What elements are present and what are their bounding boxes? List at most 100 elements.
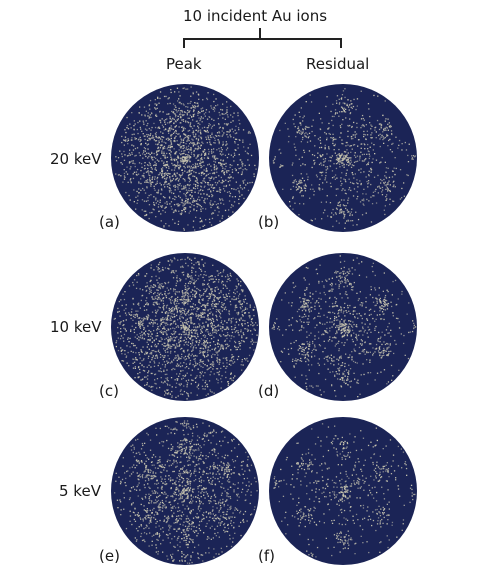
speckle-dot — [248, 312, 250, 314]
speckle-dot — [187, 130, 189, 132]
speckle-dot — [213, 106, 215, 109]
speckle-dot — [150, 166, 152, 169]
speckle-dot — [140, 139, 142, 141]
speckle-dot — [189, 275, 191, 277]
speckle-dot — [148, 329, 150, 332]
speckle-dot — [125, 330, 127, 332]
speckle-dot — [298, 214, 300, 216]
speckle-dot — [302, 306, 305, 308]
speckle-dot — [370, 124, 372, 126]
speckle-dot — [351, 273, 354, 275]
speckle-dot — [298, 158, 300, 160]
speckle-dot — [159, 120, 162, 122]
speckle-dot — [320, 201, 323, 203]
speckle-dot — [348, 104, 350, 106]
speckle-dot — [323, 340, 325, 342]
speckle-dot — [341, 162, 343, 165]
speckle-dot — [370, 313, 372, 316]
speckle-dot — [210, 177, 212, 179]
speckle-dot — [124, 176, 126, 178]
speckle-dot — [166, 170, 169, 172]
speckle-dot — [216, 297, 218, 299]
speckle-dot — [234, 129, 236, 131]
speckle-dot — [208, 195, 210, 197]
speckle-dot — [171, 162, 173, 165]
speckle-dot — [203, 355, 205, 357]
speckle-dot — [187, 394, 189, 396]
speckle-dot — [145, 300, 147, 302]
speckle-dot — [122, 181, 124, 183]
speckle-dot — [156, 182, 158, 184]
speckle-dot — [347, 157, 349, 159]
speckle-dot — [224, 307, 226, 309]
speckle-dot — [148, 174, 150, 176]
speckle-dot — [153, 204, 156, 206]
speckle-dot — [244, 328, 246, 330]
speckle-dot — [143, 135, 145, 137]
speckle-dot — [249, 317, 251, 319]
speckle-dot — [228, 278, 230, 280]
speckle-dot — [197, 127, 200, 129]
speckle-dot — [148, 287, 150, 289]
speckle-dot — [222, 134, 224, 136]
speckle-dot — [240, 173, 243, 176]
speckle-dot — [327, 311, 330, 313]
speckle-dot — [203, 311, 205, 314]
speckle-dot — [174, 303, 176, 305]
speckle-dot — [184, 180, 186, 182]
speckle-dot — [182, 141, 184, 144]
speckle-dot — [147, 181, 150, 184]
speckle-dot — [367, 372, 369, 374]
speckle-dot — [188, 181, 191, 183]
speckle-dot — [334, 144, 336, 147]
speckle-dot — [131, 137, 133, 139]
speckle-dot — [218, 190, 220, 192]
speckle-dot — [208, 279, 210, 281]
speckle-dot — [351, 356, 353, 358]
speckle-dot — [351, 220, 354, 222]
speckle-dot — [204, 154, 206, 156]
speckle-dot — [237, 114, 239, 117]
speckle-dot — [177, 186, 179, 188]
speckle-dot — [158, 340, 161, 342]
speckle-dot — [221, 165, 223, 167]
speckle-dot — [211, 348, 213, 350]
speckle-dot — [138, 324, 140, 326]
speckle-dot — [171, 179, 173, 182]
speckle-dot — [189, 170, 191, 172]
speckle-dot — [207, 188, 209, 191]
speckle-dot — [287, 348, 289, 350]
speckle-dot — [205, 340, 208, 342]
speckle-dot — [165, 181, 168, 183]
speckle-dot — [188, 159, 190, 161]
speckle-dot — [235, 285, 237, 287]
speckle-dot — [167, 139, 169, 141]
speckle-dot — [199, 131, 202, 133]
speckle-dot — [346, 220, 348, 222]
speckle-dot — [192, 93, 194, 95]
speckle-dot — [221, 330, 223, 332]
speckle-dot — [204, 385, 207, 387]
speckle-dot — [370, 169, 372, 171]
speckle-dot — [185, 341, 187, 343]
speckle-dot — [167, 146, 169, 148]
speckle-dot — [306, 141, 309, 143]
speckle-dot — [204, 181, 207, 184]
speckle-dot — [228, 310, 230, 312]
speckle-dot — [142, 121, 145, 124]
speckle-dot — [147, 335, 150, 337]
speckle-dot — [338, 103, 341, 105]
speckle-dot — [126, 345, 128, 347]
speckle-dot — [251, 340, 254, 342]
speckle-dot — [345, 174, 347, 176]
speckle-dot — [348, 164, 350, 167]
speckle-dot — [172, 178, 175, 180]
speckle-dot — [179, 373, 181, 375]
speckle-dot — [335, 207, 338, 209]
speckle-dot — [139, 317, 141, 319]
speckle-dot — [143, 326, 145, 329]
speckle-dot — [208, 188, 210, 190]
speckle-dot — [156, 332, 158, 334]
speckle-dot — [127, 337, 129, 339]
speckle-dot — [340, 177, 342, 179]
